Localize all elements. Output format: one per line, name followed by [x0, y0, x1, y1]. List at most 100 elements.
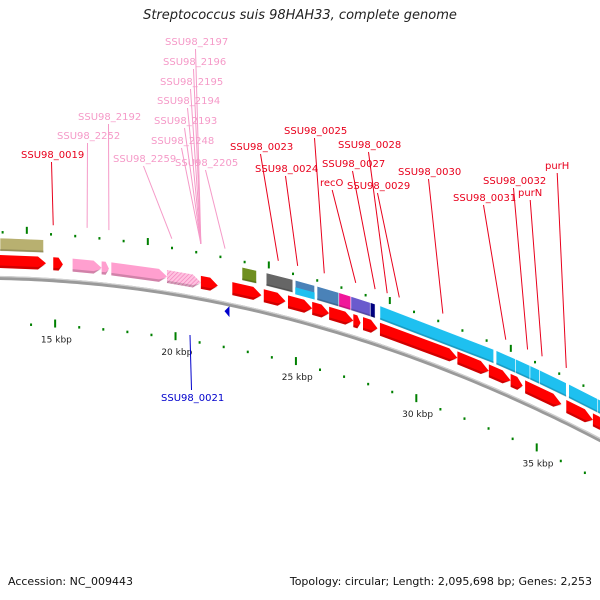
- scale-major-tick: [54, 319, 57, 328]
- cds-arrow[interactable]: [353, 314, 361, 329]
- feature-blocks-track: [0, 237, 600, 426]
- darkolive-block[interactable]: [241, 266, 257, 284]
- gene-label[interactable]: recO: [320, 178, 344, 189]
- olive-block[interactable]: [0, 237, 44, 253]
- scale-minor-tick: [150, 333, 153, 337]
- cds-arrow[interactable]: [379, 322, 458, 362]
- minor-tick: [534, 360, 537, 364]
- gene-label-leader: [529, 199, 543, 357]
- minor-tick: [437, 319, 440, 323]
- steel-block-b[interactable]: [316, 285, 340, 308]
- gene-label[interactable]: purN: [518, 188, 542, 199]
- skyblue-block-f-shadow: [568, 396, 598, 413]
- cds-arrow[interactable]: [592, 413, 600, 430]
- gene-label[interactable]: SSU98_2259: [113, 154, 176, 165]
- gene-label[interactable]: SSU98_0030: [398, 167, 461, 178]
- gray-block-shadow: [266, 283, 293, 293]
- gene-label[interactable]: SSU98_2195: [160, 77, 223, 88]
- gene-label[interactable]: SSU98_0028: [338, 140, 401, 151]
- genome-summary-text: Topology: circular; Length: 2,095,698 bp…: [289, 575, 592, 588]
- scale-minor-tick: [367, 382, 370, 386]
- cds-arrow[interactable]: [111, 262, 167, 282]
- darkolive-block-shadow: [242, 278, 257, 284]
- cds-arrow[interactable]: [566, 399, 593, 423]
- cds-arrow[interactable]: [510, 373, 523, 390]
- gene-label[interactable]: SSU98_2252: [57, 131, 120, 142]
- cds-arrow[interactable]: [363, 317, 378, 333]
- gene-label-leader: [428, 178, 444, 314]
- minor-tick: [195, 250, 198, 254]
- skyblue-block-a[interactable]: [379, 305, 494, 364]
- major-tick: [388, 297, 391, 305]
- purple-block[interactable]: [350, 295, 371, 317]
- gene-label[interactable]: SSU98_2248: [151, 136, 214, 147]
- scale-minor-tick: [222, 345, 225, 349]
- cds-arrow[interactable]: [287, 295, 313, 313]
- gene-label[interactable]: SSU98_0019: [21, 150, 84, 161]
- gene-label[interactable]: SSU98_0021: [161, 393, 224, 404]
- map-title: Streptococcus suis 98HAH33, complete gen…: [143, 8, 457, 23]
- skyblue-block-g[interactable]: [597, 398, 600, 426]
- gene-label-leader: [556, 172, 567, 368]
- navy-block[interactable]: [369, 302, 376, 319]
- cds-arrow[interactable]: [525, 380, 562, 407]
- gene-label[interactable]: SSU98_0027: [322, 159, 385, 170]
- cds-arrow[interactable]: [166, 269, 201, 288]
- cds-arrow[interactable]: [232, 282, 262, 300]
- cds-arrow[interactable]: [72, 258, 102, 274]
- gene-label[interactable]: SSU98_2194: [157, 96, 220, 107]
- skyblue-block-c[interactable]: [515, 358, 531, 381]
- skyblue-block-e-shadow: [539, 382, 567, 397]
- cds-arrow[interactable]: [329, 306, 354, 325]
- steel-block-b-shadow: [317, 298, 339, 307]
- scale-minor-tick: [487, 427, 490, 430]
- cds-arrow-shadow: [101, 269, 109, 275]
- gray-block[interactable]: [265, 272, 294, 293]
- skyblue-block-e[interactable]: [539, 369, 567, 398]
- scale-minor-tick: [198, 341, 201, 344]
- minor-tick: [243, 260, 246, 264]
- gene-label[interactable]: SSU98_0031: [453, 193, 516, 204]
- cds-arrow-shadow: [329, 317, 354, 325]
- cds-arrow-shadow: [166, 280, 201, 288]
- cds-arrow[interactable]: [312, 301, 330, 318]
- gene-label-leader: [331, 189, 357, 283]
- cds-arrow[interactable]: [53, 257, 63, 271]
- cds-arrow[interactable]: [101, 261, 109, 275]
- gene-label[interactable]: SSU98_0032: [483, 176, 546, 187]
- minor-tick: [292, 272, 295, 276]
- gene-label[interactable]: SSU98_2196: [163, 57, 226, 68]
- cds-arrow-shadow: [592, 423, 600, 430]
- gene-label[interactable]: SSU98_0029: [347, 181, 410, 192]
- gene-label[interactable]: SSU98_0024: [255, 164, 318, 175]
- gene-label[interactable]: SSU98_2192: [78, 112, 141, 123]
- minor-tick: [122, 239, 125, 243]
- gene-label[interactable]: SSU98_2205: [175, 158, 238, 169]
- gene-label-leader: [51, 161, 54, 226]
- minor-tick: [98, 237, 101, 240]
- gene-label-leader: [181, 147, 202, 244]
- gene-label[interactable]: SSU98_2193: [154, 116, 217, 127]
- gene-label-leader: [193, 68, 202, 244]
- gene-label[interactable]: SSU98_2197: [165, 37, 228, 48]
- gene-label-leader: [285, 175, 299, 266]
- cds-arrow[interactable]: [263, 289, 286, 306]
- gene-label[interactable]: purH: [545, 161, 569, 172]
- minor-tick: [582, 384, 585, 387]
- skyblue-block-b-shadow: [496, 362, 516, 374]
- cds-arrow-shadow: [232, 292, 262, 300]
- gene-label[interactable]: SSU98_0023: [230, 142, 293, 153]
- cds-arrow-shadow: [510, 384, 523, 390]
- scale-minor-tick: [246, 350, 249, 354]
- navy-block-shadow: [370, 314, 376, 319]
- skyblue-block-a-shadow: [379, 317, 494, 364]
- cds-arrow[interactable]: [457, 351, 489, 375]
- gene-label[interactable]: SSU98_0025: [284, 126, 347, 137]
- cds-arrow[interactable]: [488, 364, 511, 384]
- minor-tick: [74, 234, 77, 238]
- scale-major-tick: [415, 394, 418, 403]
- reverse-cds-marker[interactable]: [224, 306, 230, 318]
- cds-arrow[interactable]: [200, 275, 218, 291]
- cds-arrow[interactable]: [0, 255, 46, 270]
